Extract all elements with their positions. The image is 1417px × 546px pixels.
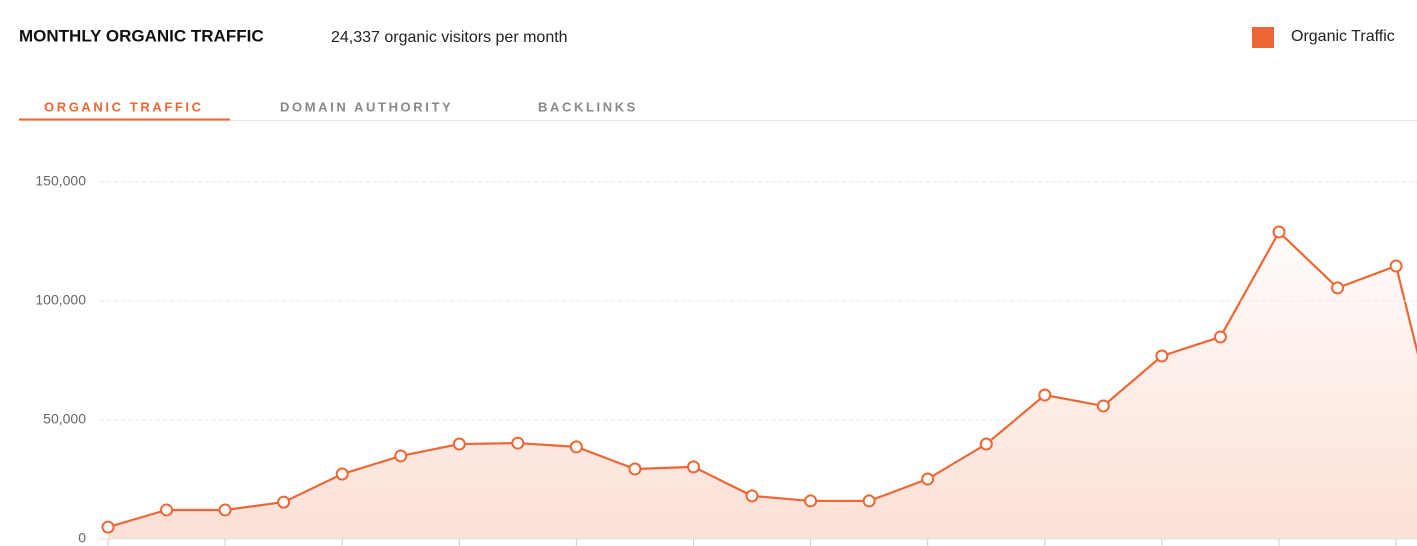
point bbox=[101, 520, 115, 534]
point bbox=[628, 462, 642, 476]
y-tick-label: 150,000 bbox=[35, 173, 86, 189]
y-tick-label: 100,000 bbox=[35, 292, 86, 308]
point bbox=[218, 503, 232, 517]
point bbox=[511, 436, 525, 450]
point bbox=[1213, 330, 1227, 344]
point bbox=[687, 460, 700, 474]
point bbox=[452, 437, 466, 451]
point bbox=[1155, 349, 1169, 363]
point bbox=[1096, 399, 1110, 413]
tab-active[interactable]: ORGANIC TRAFFIC bbox=[44, 99, 204, 114]
y-tick-label: 0 bbox=[78, 530, 86, 546]
point bbox=[1331, 281, 1345, 295]
point bbox=[160, 503, 174, 517]
point bbox=[1389, 259, 1403, 273]
point bbox=[979, 437, 993, 451]
tab[interactable]: DOMAIN AUTHORITY bbox=[280, 99, 453, 114]
line bbox=[107, 230, 1417, 529]
point bbox=[921, 472, 935, 486]
point bbox=[1272, 225, 1286, 239]
plot bbox=[101, 225, 1417, 539]
title: MONTHLY ORGANIC TRAFFIC bbox=[19, 26, 264, 45]
point bbox=[1038, 388, 1052, 402]
tab[interactable]: BACKLINKS bbox=[538, 99, 638, 114]
point bbox=[394, 449, 408, 463]
point bbox=[745, 489, 759, 503]
area bbox=[108, 231, 1417, 539]
legend-label: Organic Traffic bbox=[1291, 28, 1395, 45]
point bbox=[569, 440, 583, 454]
point bbox=[804, 494, 818, 508]
point bbox=[277, 495, 291, 509]
point bbox=[335, 467, 349, 481]
y-tick-label: 50,000 bbox=[43, 411, 86, 427]
point bbox=[862, 494, 876, 508]
subtitle: 24,337 organic visitors per month bbox=[331, 29, 568, 46]
legend-swatch bbox=[1252, 27, 1274, 48]
